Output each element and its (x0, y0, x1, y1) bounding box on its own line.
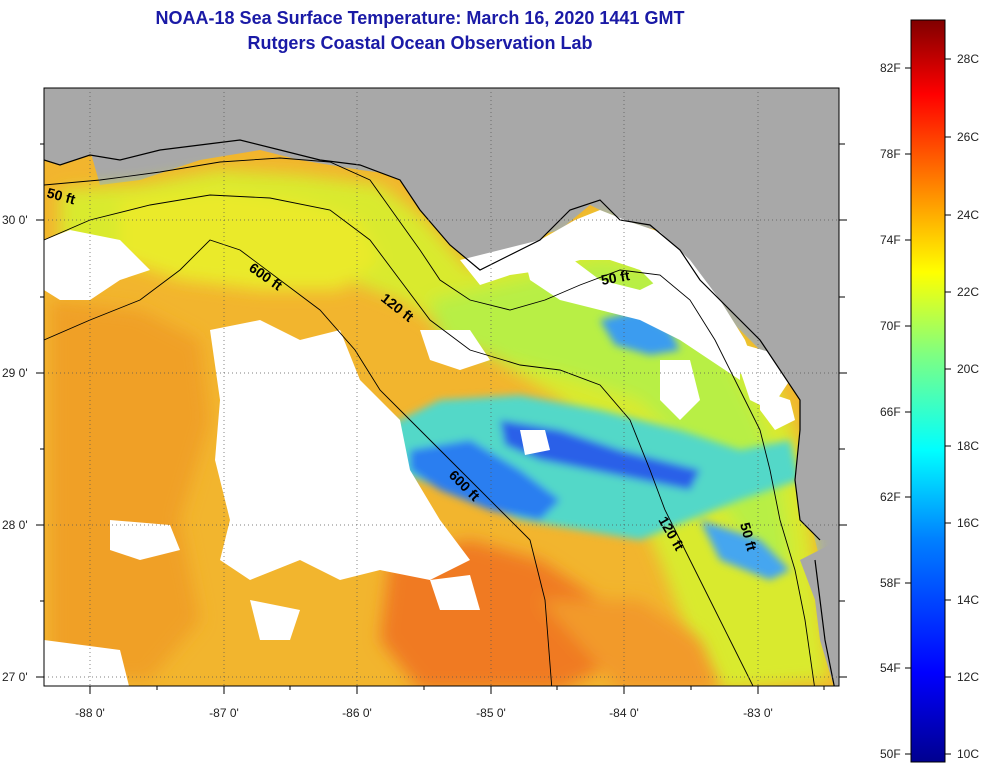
colorbar-c-label: 18C (957, 439, 979, 453)
lat-label: 28 0' (2, 518, 28, 532)
colorbar-f-label: 58F (880, 576, 901, 590)
colorbar-f-label: 78F (880, 147, 901, 161)
lon-label: -85 0' (476, 706, 506, 720)
contour-label: 50 ft (737, 521, 760, 553)
contour-label: 50 ft (45, 184, 77, 207)
map-panel (44, 88, 839, 686)
colorbar-f-label: 74F (880, 233, 901, 247)
lon-label: -87 0' (209, 706, 239, 720)
cold-streak (380, 310, 800, 580)
lon-label: -83 0' (743, 706, 773, 720)
colorbar-c-label: 28C (957, 52, 979, 66)
colorbar-c-label: 20C (957, 362, 979, 376)
colorbar-c-label: 24C (957, 208, 979, 222)
colorbar-f-label: 54F (880, 661, 901, 675)
colorbar-f-label: 82F (880, 61, 901, 75)
map-subtitle: Rutgers Coastal Ocean Observation Lab (247, 33, 593, 53)
lat-label: 30 0' (2, 213, 28, 227)
colorbar-ticks (905, 58, 951, 755)
colorbar-c-label: 10C (957, 747, 979, 761)
lat-label: 29 0' (2, 366, 28, 380)
lat-label: 27 0' (2, 670, 28, 684)
coastal-cloud (460, 210, 760, 380)
coastline (44, 139, 835, 686)
lon-label: -88 0' (75, 706, 105, 720)
peninsula-land-south (800, 540, 839, 686)
colorbar-f-label: 66F (880, 405, 901, 419)
map-title: NOAA-18 Sea Surface Temperature: March 1… (155, 8, 685, 28)
tick-marks (36, 143, 847, 694)
contour-600ft (44, 239, 553, 686)
colorbar-f-label: 62F (880, 490, 901, 504)
colorbar (910, 19, 946, 763)
contour-50ft-west (44, 157, 815, 686)
contour-120ft (44, 194, 754, 686)
lon-label: -84 0' (609, 706, 639, 720)
colorbar-c-label: 26C (957, 130, 979, 144)
colorbar-f-label: 70F (880, 319, 901, 333)
colorbar-c-label: 12C (957, 670, 979, 684)
colorbar-c-label: 14C (957, 593, 979, 607)
graticule (44, 88, 839, 686)
map-frame (43, 87, 840, 687)
contour-label: 50 ft (600, 267, 631, 288)
colorbar-f-label: 50F (880, 747, 901, 761)
lon-label: -86 0' (342, 706, 372, 720)
florida-land (44, 88, 839, 540)
colorbar-c-label: 16C (957, 516, 979, 530)
colorbar-c-label: 22C (957, 285, 979, 299)
